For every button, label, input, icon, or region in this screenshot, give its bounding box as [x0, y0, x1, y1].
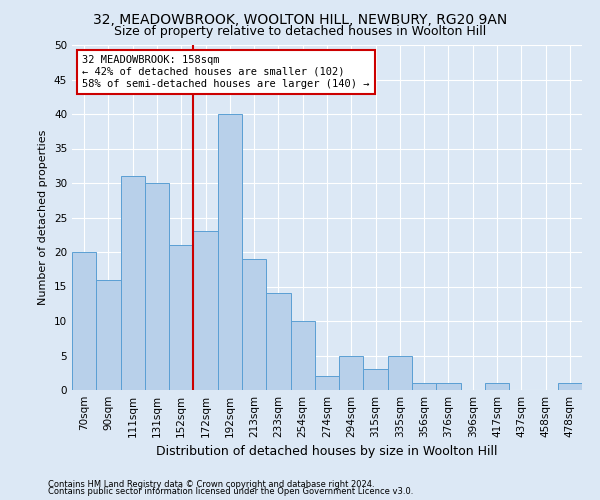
Bar — [96, 280, 121, 390]
Bar — [72, 252, 96, 390]
Text: Contains public sector information licensed under the Open Government Licence v3: Contains public sector information licen… — [48, 487, 413, 496]
Bar — [388, 356, 412, 390]
Bar — [193, 232, 218, 390]
Bar — [364, 370, 388, 390]
Bar — [266, 294, 290, 390]
Bar — [290, 321, 315, 390]
Text: 32, MEADOWBROOK, WOOLTON HILL, NEWBURY, RG20 9AN: 32, MEADOWBROOK, WOOLTON HILL, NEWBURY, … — [93, 12, 507, 26]
Bar — [436, 383, 461, 390]
Bar — [315, 376, 339, 390]
Bar — [218, 114, 242, 390]
Bar — [242, 259, 266, 390]
Bar — [145, 183, 169, 390]
X-axis label: Distribution of detached houses by size in Woolton Hill: Distribution of detached houses by size … — [156, 446, 498, 458]
Text: Contains HM Land Registry data © Crown copyright and database right 2024.: Contains HM Land Registry data © Crown c… — [48, 480, 374, 489]
Bar — [558, 383, 582, 390]
Text: Size of property relative to detached houses in Woolton Hill: Size of property relative to detached ho… — [114, 25, 486, 38]
Bar — [121, 176, 145, 390]
Bar — [485, 383, 509, 390]
Bar — [169, 245, 193, 390]
Bar — [339, 356, 364, 390]
Text: 32 MEADOWBROOK: 158sqm
← 42% of detached houses are smaller (102)
58% of semi-de: 32 MEADOWBROOK: 158sqm ← 42% of detached… — [82, 56, 370, 88]
Y-axis label: Number of detached properties: Number of detached properties — [38, 130, 49, 305]
Bar — [412, 383, 436, 390]
